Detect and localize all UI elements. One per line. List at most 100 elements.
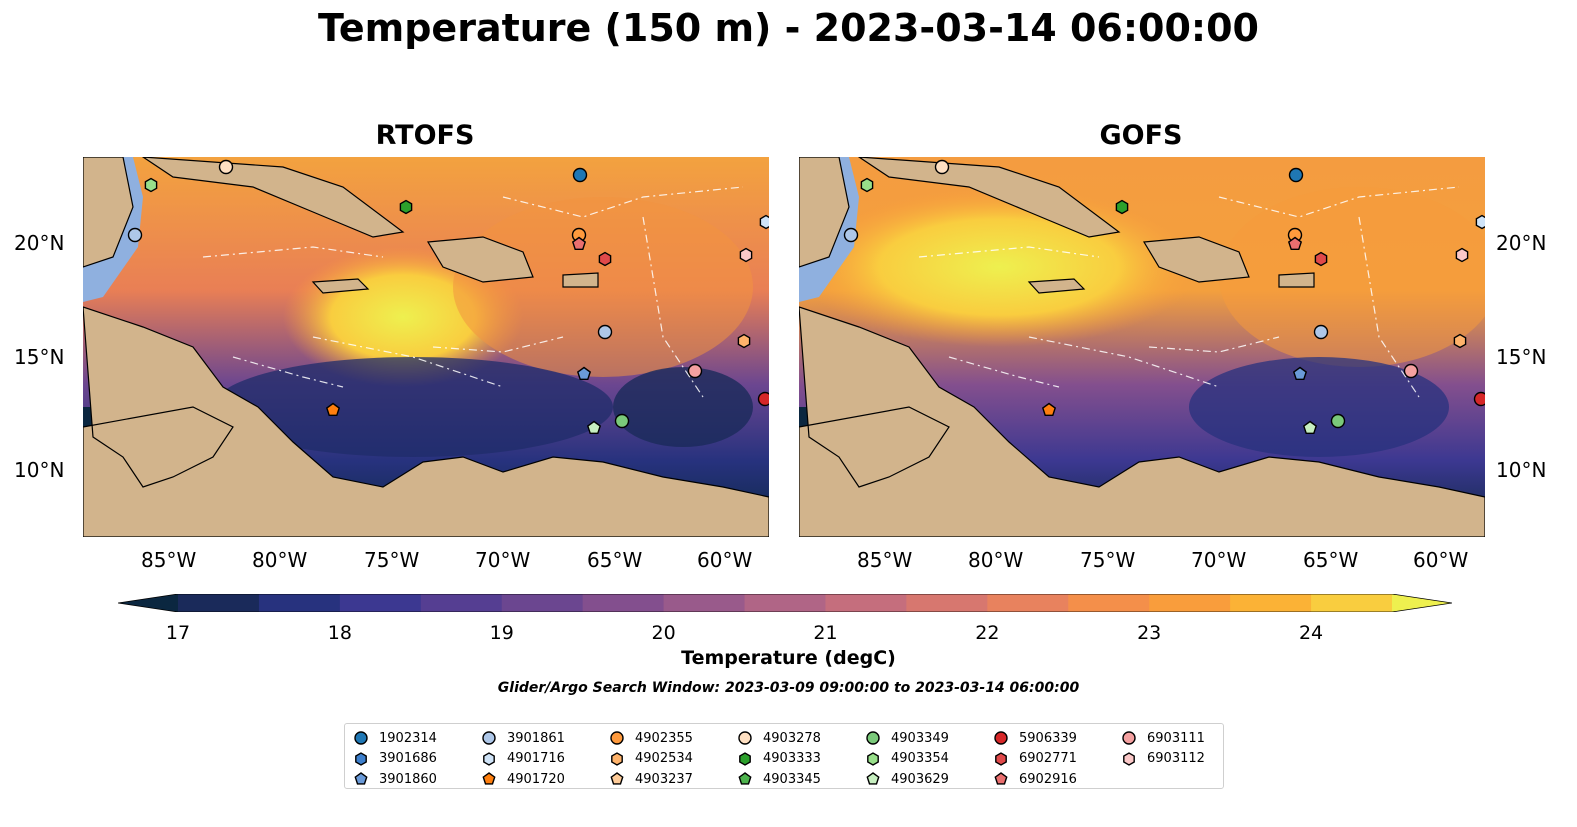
circle-marker-icon — [482, 731, 496, 745]
eez-boundaries — [918, 186, 1460, 398]
float-marker-4903349 — [1330, 413, 1346, 429]
float-marker-4903629 — [586, 420, 602, 434]
y-tick-right: 15°N — [1496, 345, 1547, 369]
x-tick-gofs: 65°W — [1303, 548, 1359, 572]
colorbar-extend-low — [118, 594, 178, 612]
legend-entry: 4902534 — [609, 749, 693, 770]
float-marker-6903111 — [687, 363, 703, 379]
gofs-map — [799, 157, 1485, 537]
legend-label: 6903112 — [1147, 751, 1205, 767]
float-marker-4901720 — [1041, 402, 1057, 416]
cold-east — [613, 367, 753, 447]
legend-entry: 6903111 — [1121, 728, 1205, 749]
x-tick-rtofs: 85°W — [141, 548, 197, 572]
colorbar-tick-label: 18 — [327, 622, 352, 644]
legend-label: 4901716 — [507, 751, 565, 767]
legend-entry: 4903345 — [737, 769, 821, 790]
legend-label: 3901686 — [379, 751, 437, 767]
panel-title-rtofs: RTOFS — [375, 120, 475, 151]
legend-label: 6902771 — [1019, 751, 1077, 767]
y-tick-left: 20°N — [14, 231, 65, 255]
float-marker-3901860 — [576, 366, 592, 381]
cold-band — [1189, 357, 1449, 457]
legend-label: 6902916 — [1019, 771, 1077, 787]
colorbar-tick-label: 20 — [651, 622, 676, 644]
legend-label: 6903111 — [1147, 730, 1205, 746]
colorbar — [117, 593, 1453, 613]
legend-entry: 4903237 — [609, 769, 693, 790]
x-tick-gofs: 60°W — [1413, 548, 1469, 572]
float-marker-4903333 — [399, 199, 413, 215]
float-marker-4903354 — [144, 177, 158, 193]
pentagon-marker-icon — [482, 772, 496, 785]
x-tick-gofs: 80°W — [968, 548, 1024, 572]
colorbar-extend-high — [1392, 594, 1452, 612]
float-marker-4903629 — [1302, 420, 1318, 434]
hexagon-marker-icon — [483, 751, 495, 766]
x-tick-gofs: 70°W — [1191, 548, 1247, 572]
x-tick-rtofs: 60°W — [697, 548, 753, 572]
float-markers — [127, 159, 769, 434]
float-marker-3901861 — [597, 324, 613, 340]
legend-column: 5906339 6902771 6902916 — [993, 728, 1077, 790]
land-yucatan — [799, 157, 850, 268]
legend-label: 4903349 — [891, 730, 949, 746]
legend-label: 4903237 — [635, 771, 693, 787]
legend-entry: 3901686 — [353, 749, 437, 770]
panel-title-gofs: GOFS — [1099, 120, 1183, 151]
legend-label: 5906339 — [1019, 730, 1077, 746]
circle-marker-icon — [1122, 731, 1136, 745]
legend-column: 4903349 4903354 4903629 — [865, 728, 949, 790]
float-marker-4901716 — [759, 214, 769, 230]
cold-band — [213, 357, 613, 457]
float-marker-4903278 — [934, 159, 950, 175]
legend-column: 1902314 3901686 3901860 — [353, 728, 437, 790]
legend-column: 4903278 4903333 4903345 — [737, 728, 821, 790]
x-tick-rtofs: 65°W — [587, 548, 643, 572]
pentagon-marker-icon — [866, 772, 880, 785]
land-jamaica — [1027, 278, 1086, 294]
float-marker-5906339 — [757, 391, 769, 407]
float-marker-6902771 — [1314, 251, 1328, 267]
legend-entry: 4902355 — [609, 728, 693, 749]
circle-marker-icon — [866, 731, 880, 745]
pentagon-marker-icon — [738, 772, 752, 785]
float-legend: 1902314 3901686 3901860 3901861 4901716 49017… — [344, 723, 1224, 789]
legend-column: 6903111 6903112 — [1121, 728, 1205, 769]
circle-marker-icon — [354, 731, 368, 745]
colorbar-bin — [1230, 594, 1312, 612]
hexagon-marker-icon — [355, 751, 367, 766]
x-tick-rtofs: 80°W — [252, 548, 308, 572]
float-marker-3901861 — [127, 227, 143, 243]
float-marker-4901716 — [1475, 214, 1485, 230]
pentagon-marker-icon — [354, 772, 368, 785]
float-marker-3901861 — [1313, 324, 1329, 340]
colorbar-bin — [420, 594, 503, 612]
land-hispaniola — [1142, 236, 1250, 283]
x-tick-rtofs: 70°W — [475, 548, 531, 572]
legend-entry: 6903112 — [1121, 749, 1205, 770]
legend-entry: 4903333 — [737, 749, 821, 770]
y-tick-right: 10°N — [1496, 458, 1547, 482]
float-marker-4903333 — [1115, 199, 1129, 215]
float-marker-4901720 — [325, 402, 341, 416]
legend-entry: 4901716 — [481, 749, 565, 770]
legend-entry: 5906339 — [993, 728, 1077, 749]
figure-title: Temperature (150 m) - 2023-03-14 06:00:0… — [317, 6, 1259, 50]
y-tick-right: 20°N — [1496, 231, 1547, 255]
float-marker-4902534 — [1453, 333, 1467, 349]
float-marker-6903112 — [1455, 247, 1469, 263]
land-cuba — [141, 157, 405, 238]
land-hispaniola — [426, 236, 534, 283]
colorbar-bin — [987, 594, 1069, 612]
y-tick-left: 10°N — [14, 458, 65, 482]
colorbar-bin — [1149, 594, 1231, 612]
colorbar-bin — [258, 594, 341, 612]
float-marker-6902916 — [571, 236, 587, 251]
hexagon-marker-icon — [1123, 751, 1135, 766]
circle-marker-icon — [610, 731, 624, 745]
land-central-south-america — [799, 306, 1485, 537]
warm-east — [1219, 187, 1485, 367]
float-marker-4903354 — [860, 177, 874, 193]
float-markers — [843, 159, 1485, 434]
